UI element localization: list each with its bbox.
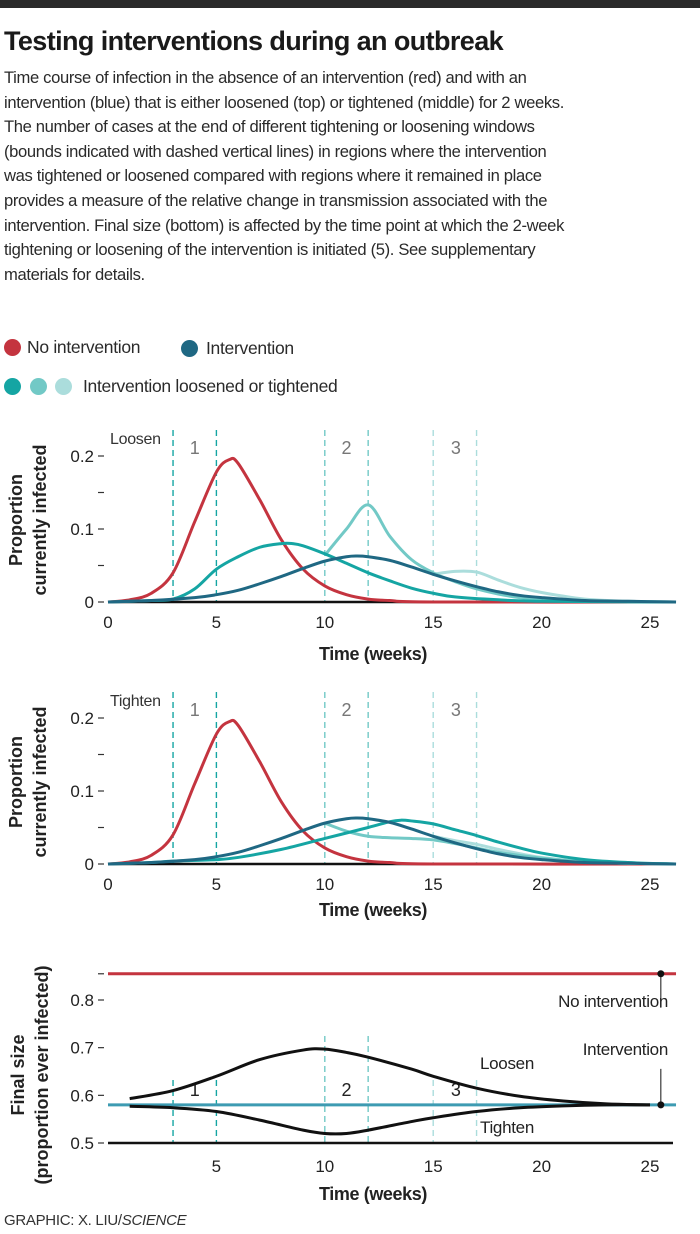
figure-description: Time course of infection in the absence … [4,66,564,287]
y-tick-label: 0.6 [70,1086,94,1105]
x-axis-title: Time (weeks) [319,900,427,920]
x-tick-label: 5 [212,875,221,894]
x-tick-label: 10 [315,613,334,632]
y-tick-label: 0.2 [70,709,94,728]
x-tick-label: 10 [315,875,334,894]
legend-label-loosened-tightened: Intervention loosened or tightened [83,376,338,396]
y-tick-label: 0.2 [70,447,94,466]
annotation-dot-intervention [657,1101,665,1109]
y-axis-title-line: Proportion [6,474,26,566]
series-line-loosen [129,1047,651,1107]
series-line-no-intervention [107,456,677,604]
window-label: 2 [341,438,351,458]
x-tick-label: 15 [424,613,443,632]
y-axis-title-line: Proportion [6,736,26,828]
series-line-tightened-window-1 [107,818,677,866]
x-tick-label: 0 [103,613,112,632]
y-tick-label: 0.8 [70,991,94,1010]
credit: GRAPHIC: X. LIU/SCIENCE [4,1212,187,1229]
x-tick-label: 20 [532,1157,551,1176]
series-line-loosened-window-2 [323,503,677,604]
legend-dot-window2 [30,378,47,395]
x-tick-label: 20 [532,613,551,632]
x-axis-title: Time (weeks) [319,1184,427,1204]
series-line-intervention [107,816,677,866]
y-tick-label: 0.1 [70,520,94,539]
panel-label: Loosen [110,431,161,448]
x-axis-title: Time (weeks) [319,644,427,664]
x-tick-label: 20 [532,875,551,894]
description-line: intervention (blue) that is either loose… [4,92,564,112]
window-label: 1 [190,700,200,720]
x-tick-label: 5 [212,613,221,632]
description-line: The number of cases at the end of differ… [4,117,535,137]
y-axis-title-line: (proportion ever infected) [32,965,52,1184]
window-label: 2 [341,1080,351,1100]
window-label: 3 [451,700,461,720]
legend-dot-intervention [181,340,198,357]
window-label: 2 [341,700,351,720]
y-axis-title: Proportion currently infected [6,444,50,595]
description-line: tightening or loosening of the intervent… [4,240,536,260]
annotation-loosen: Loosen [480,1054,534,1073]
legend-dot-window3 [55,378,72,395]
window-label: 3 [451,1080,461,1100]
legend-label-intervention: Intervention [206,338,294,358]
annotation-intervention: Intervention [583,1040,668,1059]
figure-title: Testing interventions during an outbreak [4,26,504,56]
y-tick-label: 0.1 [70,782,94,801]
window-label: 1 [190,1080,200,1100]
y-axis-title-line: currently infected [30,706,50,857]
x-tick-label: 5 [212,1157,221,1176]
x-tick-label: 25 [641,1157,660,1176]
window-label: 1 [190,438,200,458]
description-line: (bounds indicated with dashed vertical l… [4,141,547,161]
y-axis-title: Proportion currently infected [6,706,50,857]
chart-panel-3: 1 2 3 0.5 0.6 0.7 0.8 5 10 15 20 25 Time (weeks) Fina… [8,965,677,1204]
y-tick-label: 0 [85,593,94,612]
x-tick-label: 10 [315,1157,334,1176]
series-line-no-intervention [107,718,677,866]
description-line: materials for details. [4,264,145,284]
legend-label-no-intervention: No intervention [27,337,141,357]
description-line: provides a measure of the relative chang… [4,190,548,210]
x-tick-label: 25 [641,613,660,632]
y-tick-label: 0.5 [70,1134,94,1153]
panel-label: Tighten [110,693,161,710]
top-bar [0,0,700,8]
credit-source: SCIENCE [121,1212,187,1229]
x-tick-label: 15 [424,1157,443,1176]
annotation-no-intervention: No intervention [558,992,668,1011]
y-axis-title-line: currently infected [30,444,50,595]
y-axis-title-line: Final size [8,1034,28,1115]
series-line-tighten [129,1103,651,1136]
credit-prefix: GRAPHIC: X. LIU/ [4,1212,122,1229]
y-axis-title: Final size (proportion ever infected) [8,965,52,1184]
x-tick-label: 0 [103,875,112,894]
series-line-intervention [107,554,677,604]
legend-dot-window1 [4,378,21,395]
description-line: was tightened or loosened compared with … [4,166,542,186]
x-tick-label: 15 [424,875,443,894]
x-tick-label: 25 [641,875,660,894]
window-label: 3 [451,438,461,458]
series-line-loosened-window-1 [107,541,677,604]
annotation-dot-no-intervention [657,970,665,978]
y-tick-label: 0 [85,855,94,874]
description-line: Time course of infection in the absence … [4,68,527,87]
description-line: intervention. Final size (bottom) is aff… [4,215,565,235]
legend-dot-no-intervention [4,339,21,356]
chart-panel-2: 1 2 3 Tighten 0 0.1 0.2 0 5 10 15 20 25 Time (weeks) P… [6,692,677,920]
y-tick-label: 0.7 [70,1039,94,1058]
chart-panel-1: 1 2 3 Loosen 0 0.1 0.2 0 5 10 15 20 25 Time (weeks) Pr… [6,430,677,664]
annotation-tighten: Tighten [480,1118,534,1137]
